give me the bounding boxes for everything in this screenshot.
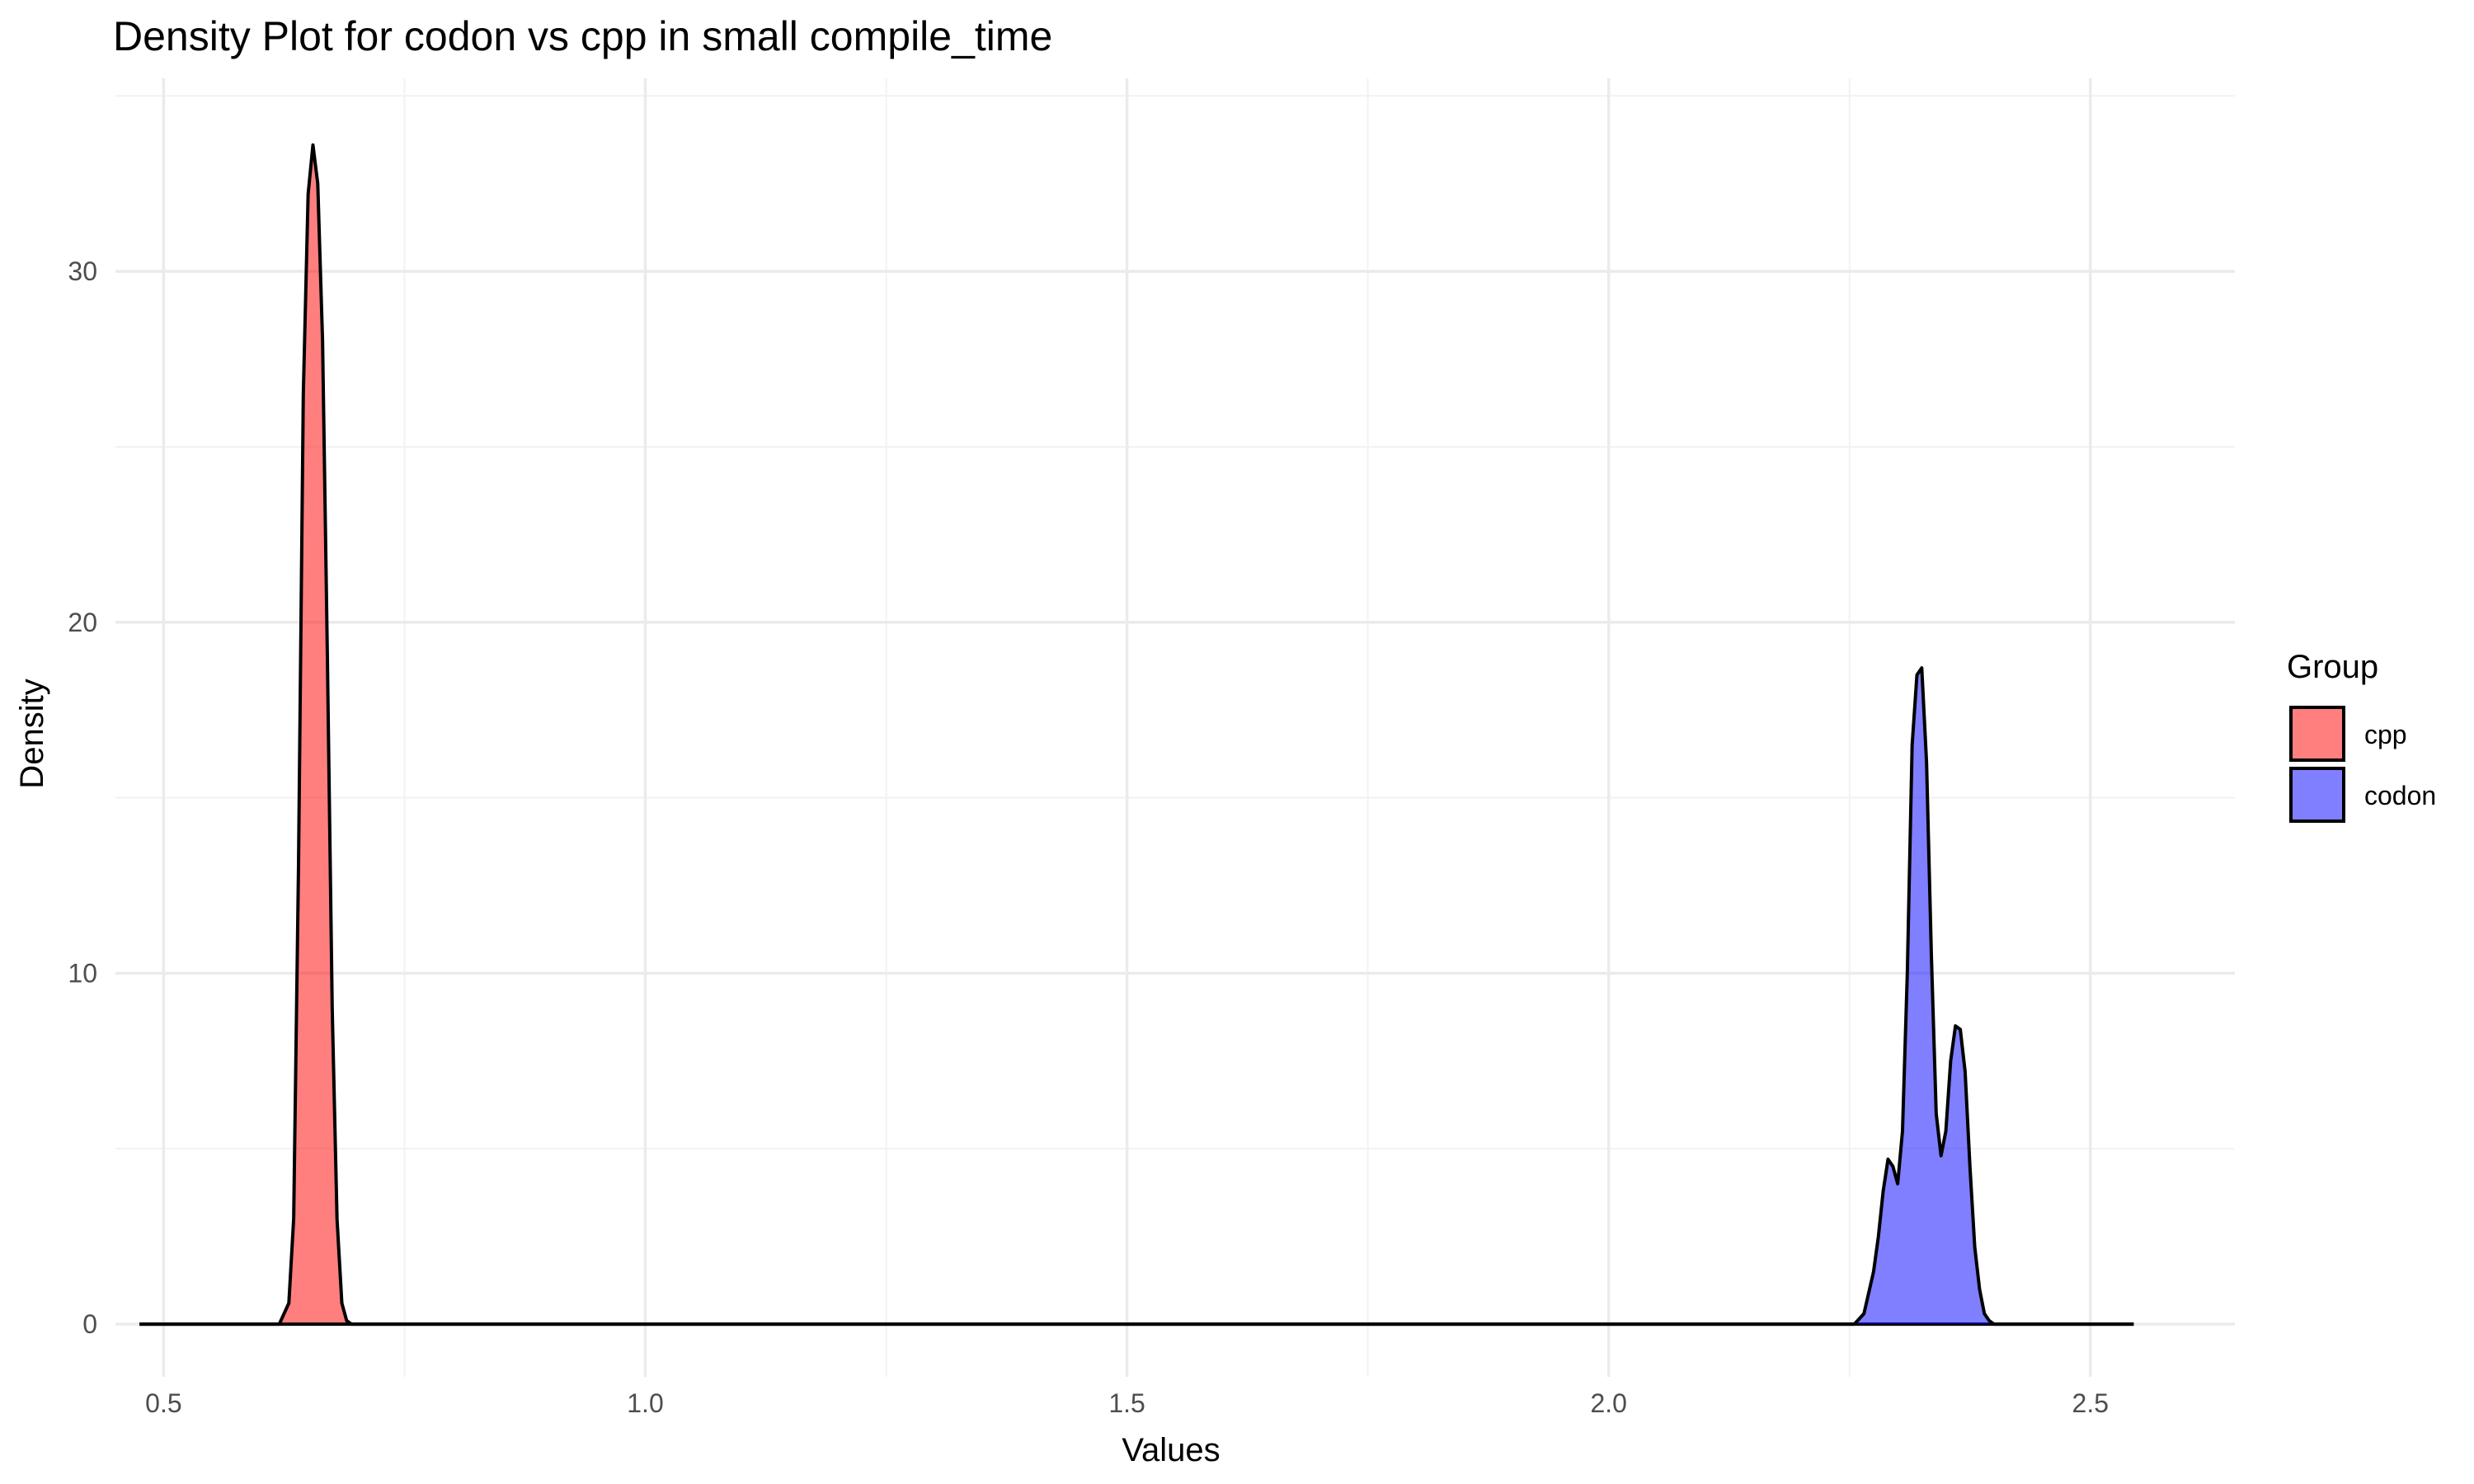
grid-minor — [115, 78, 2235, 1377]
chart-title: Density Plot for codon vs cpp in small c… — [113, 13, 1052, 59]
x-tick-label: 0.5 — [145, 1388, 181, 1418]
legend-title: Group — [2287, 649, 2378, 685]
x-tick-label: 2.0 — [1590, 1388, 1626, 1418]
density-area-codon — [139, 668, 2134, 1325]
x-tick-label: 1.0 — [627, 1388, 663, 1418]
legend-label-codon: codon — [2364, 781, 2436, 810]
legend-key-codon — [2289, 767, 2345, 823]
legend: Group cpp codon — [2287, 649, 2436, 823]
density-line-codon — [139, 666, 2134, 1327]
y-tick-labels: 0 10 20 30 — [68, 256, 97, 1339]
legend-key-cpp — [2289, 706, 2345, 762]
y-axis-title: Density — [14, 679, 50, 788]
x-tick-label: 2.5 — [2072, 1388, 2109, 1418]
x-tick-labels: 0.5 1.0 1.5 2.0 2.5 — [145, 1388, 2109, 1418]
y-tick-label: 20 — [68, 608, 97, 637]
series-layer — [139, 143, 2134, 1327]
y-tick-label: 30 — [68, 256, 97, 286]
x-tick-label: 1.5 — [1108, 1388, 1145, 1418]
y-tick-label: 10 — [68, 958, 97, 988]
y-tick-label: 0 — [82, 1309, 97, 1339]
density-line-cpp — [139, 143, 2134, 1327]
legend-items: cpp codon — [2289, 706, 2436, 823]
x-axis-title: Values — [1122, 1432, 1220, 1468]
legend-label-cpp: cpp — [2364, 720, 2407, 749]
